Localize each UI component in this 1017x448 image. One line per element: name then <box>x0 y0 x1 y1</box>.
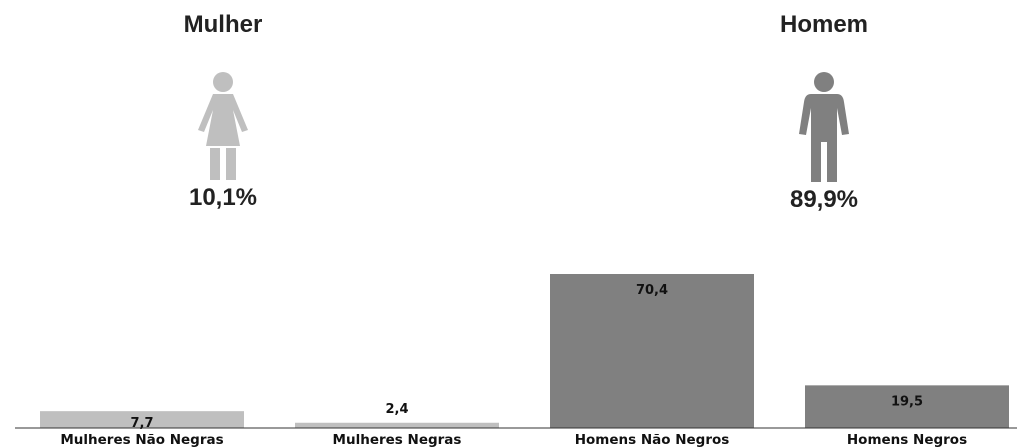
bar-3 <box>805 385 1009 428</box>
bar-1 <box>295 422 499 428</box>
woman-icon <box>198 72 248 180</box>
man-icon <box>799 72 849 182</box>
category-label-2: Homens Não Negros <box>575 432 730 448</box>
male-title: Homem <box>779 11 869 38</box>
female-panel: Mulher 10,1% <box>123 10 323 212</box>
female-title: Mulher <box>183 11 263 38</box>
bar-value-label-3: 19,5 <box>891 394 923 409</box>
bar-value-label-1: 2,4 <box>385 402 408 417</box>
bar-0 <box>40 411 244 428</box>
bar-value-label-2: 70,4 <box>636 283 668 298</box>
male-percent: 89,9% <box>789 186 859 213</box>
bar-2 <box>550 274 754 428</box>
category-label-0: Mulheres Não Negras <box>60 432 223 448</box>
category-label-1: Mulheres Negras <box>333 432 462 448</box>
category-label-3: Homens Negros <box>847 432 967 448</box>
female-percent: 10,1% <box>188 184 258 211</box>
male-panel: Homem 89,9% <box>724 10 924 214</box>
bar-value-label-0: 7,7 <box>130 416 153 431</box>
